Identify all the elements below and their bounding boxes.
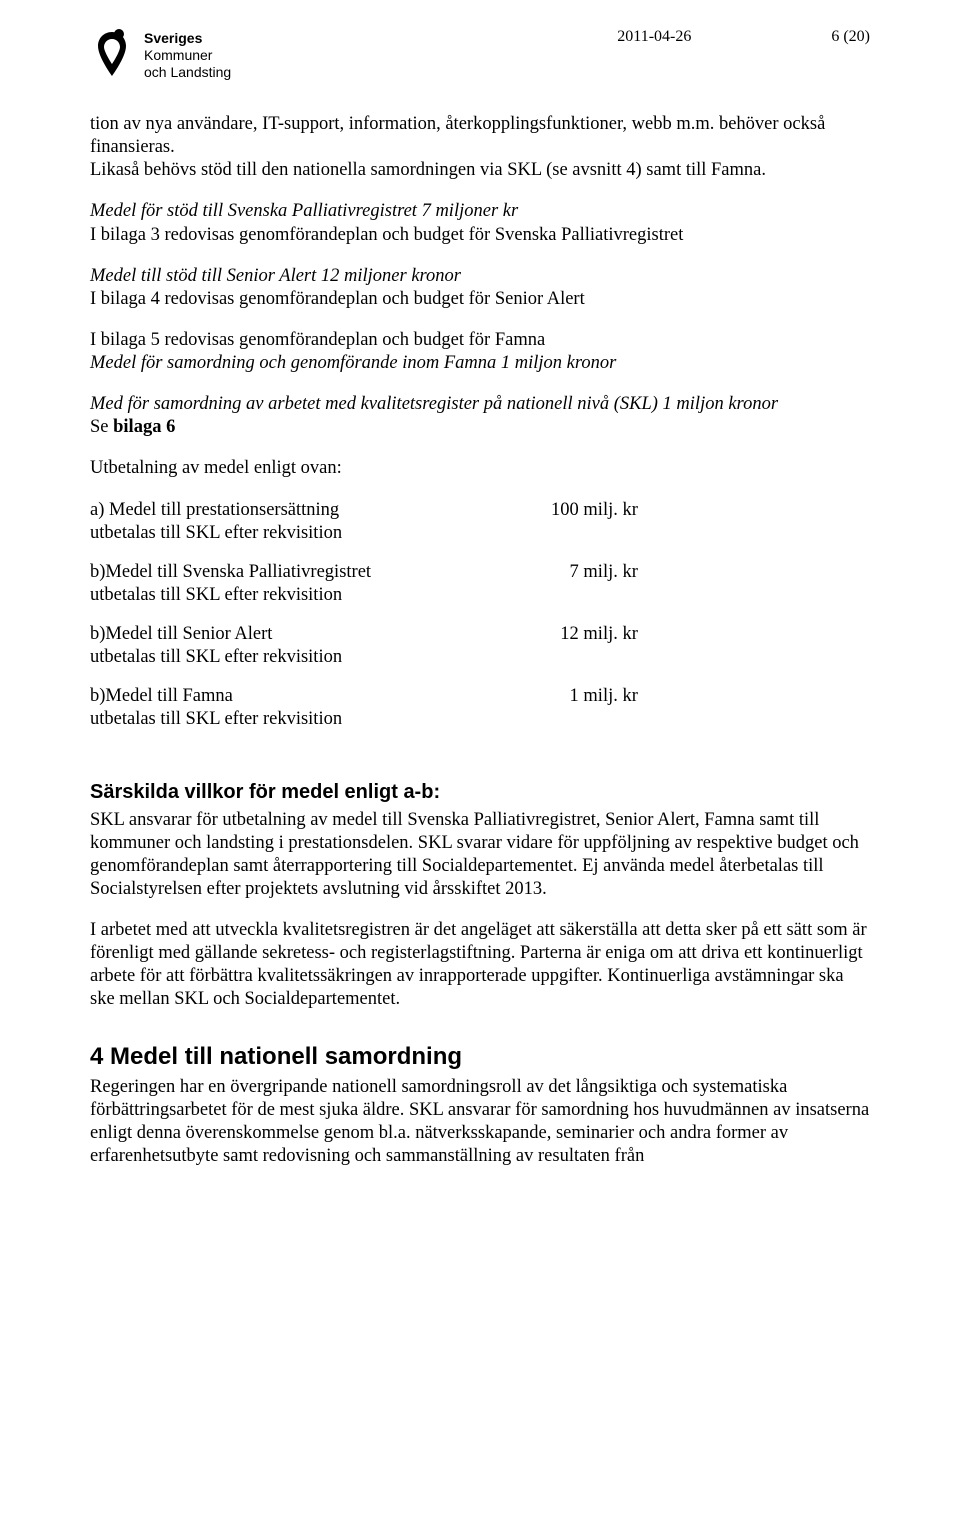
section-heading-4: 4 Medel till nationell samordning — [90, 1042, 870, 1072]
table-row: a) Medel till prestationsersättning utbe… — [90, 499, 638, 561]
payout-table: a) Medel till prestationsersättning utbe… — [90, 499, 638, 748]
text: a) Medel till prestationsersättning — [90, 500, 339, 520]
payout-label: b)Medel till Famna utbetalas till SKL ef… — [90, 685, 371, 747]
payout-label: b)Medel till Senior Alert utbetalas till… — [90, 623, 371, 685]
funding-heading-spr: Medel för stöd till Svenska Palliativreg… — [90, 200, 870, 223]
section-heading-villkor: Särskilda villkor för medel enligt a-b: — [90, 780, 870, 805]
paragraph: I bilaga 5 redovisas genomförandeplan oc… — [90, 329, 870, 352]
payout-amount: 7 milj. kr — [371, 561, 638, 623]
org-name-line2: Kommuner — [144, 47, 231, 64]
skl-logo-icon — [90, 28, 134, 85]
paragraph: Likaså behövs stöd till den nationella s… — [90, 159, 870, 182]
text-bold: bilaga 6 — [113, 417, 175, 437]
text: Se — [90, 417, 113, 437]
org-name-line1: Sveriges — [144, 30, 231, 47]
payout-label: a) Medel till prestationsersättning utbe… — [90, 499, 371, 561]
table-row: b)Medel till Svenska Palliativregistret … — [90, 561, 638, 623]
paragraph: I bilaga 3 redovisas genomförandeplan oc… — [90, 224, 870, 247]
text: b)Medel till Svenska Palliativregistret — [90, 562, 371, 582]
funding-heading-sa: Medel till stöd till Senior Alert 12 mil… — [90, 265, 870, 288]
payout-amount: 100 milj. kr — [371, 499, 638, 561]
text: b)Medel till Famna — [90, 686, 233, 706]
paragraph: SKL ansvarar för utbetalning av medel ti… — [90, 809, 870, 902]
document-body: tion av nya användare, IT-support, infor… — [90, 113, 870, 1168]
page-header: Sveriges Kommuner och Landsting 2011-04-… — [90, 28, 870, 85]
funding-heading-skl: Med för samordning av arbetet med kvalit… — [90, 393, 870, 416]
document-page: Sveriges Kommuner och Landsting 2011-04-… — [0, 0, 960, 1535]
funding-heading-famna: Medel för samordning och genomförande in… — [90, 352, 870, 375]
paragraph: tion av nya användare, IT-support, infor… — [90, 113, 870, 159]
table-row: b)Medel till Famna utbetalas till SKL ef… — [90, 685, 638, 747]
text: utbetalas till SKL efter rekvisition — [90, 709, 342, 729]
logo-block: Sveriges Kommuner och Landsting — [90, 28, 231, 85]
paragraph: Regeringen har en övergripande nationell… — [90, 1076, 870, 1169]
org-name-line3: och Landsting — [144, 64, 231, 81]
header-date: 2011-04-26 — [617, 28, 691, 46]
paragraph: I bilaga 4 redovisas genomförandeplan oc… — [90, 288, 870, 311]
text: utbetalas till SKL efter rekvisition — [90, 585, 342, 605]
header-meta: 2011-04-26 6 (20) — [617, 28, 870, 46]
payout-label: b)Medel till Svenska Palliativregistret … — [90, 561, 371, 623]
payout-amount: 12 milj. kr — [371, 623, 638, 685]
text: b)Medel till Senior Alert — [90, 624, 272, 644]
table-row: b)Medel till Senior Alert utbetalas till… — [90, 623, 638, 685]
utbetalning-intro: Utbetalning av medel enligt ovan: — [90, 457, 870, 480]
paragraph: I arbetet med att utveckla kvalitetsregi… — [90, 919, 870, 1012]
payout-amount: 1 milj. kr — [371, 685, 638, 747]
paragraph: Se bilaga 6 — [90, 416, 870, 439]
text: utbetalas till SKL efter rekvisition — [90, 647, 342, 667]
org-name: Sveriges Kommuner och Landsting — [144, 30, 231, 80]
header-page-number: 6 (20) — [831, 28, 870, 46]
text: utbetalas till SKL efter rekvisition — [90, 523, 342, 543]
